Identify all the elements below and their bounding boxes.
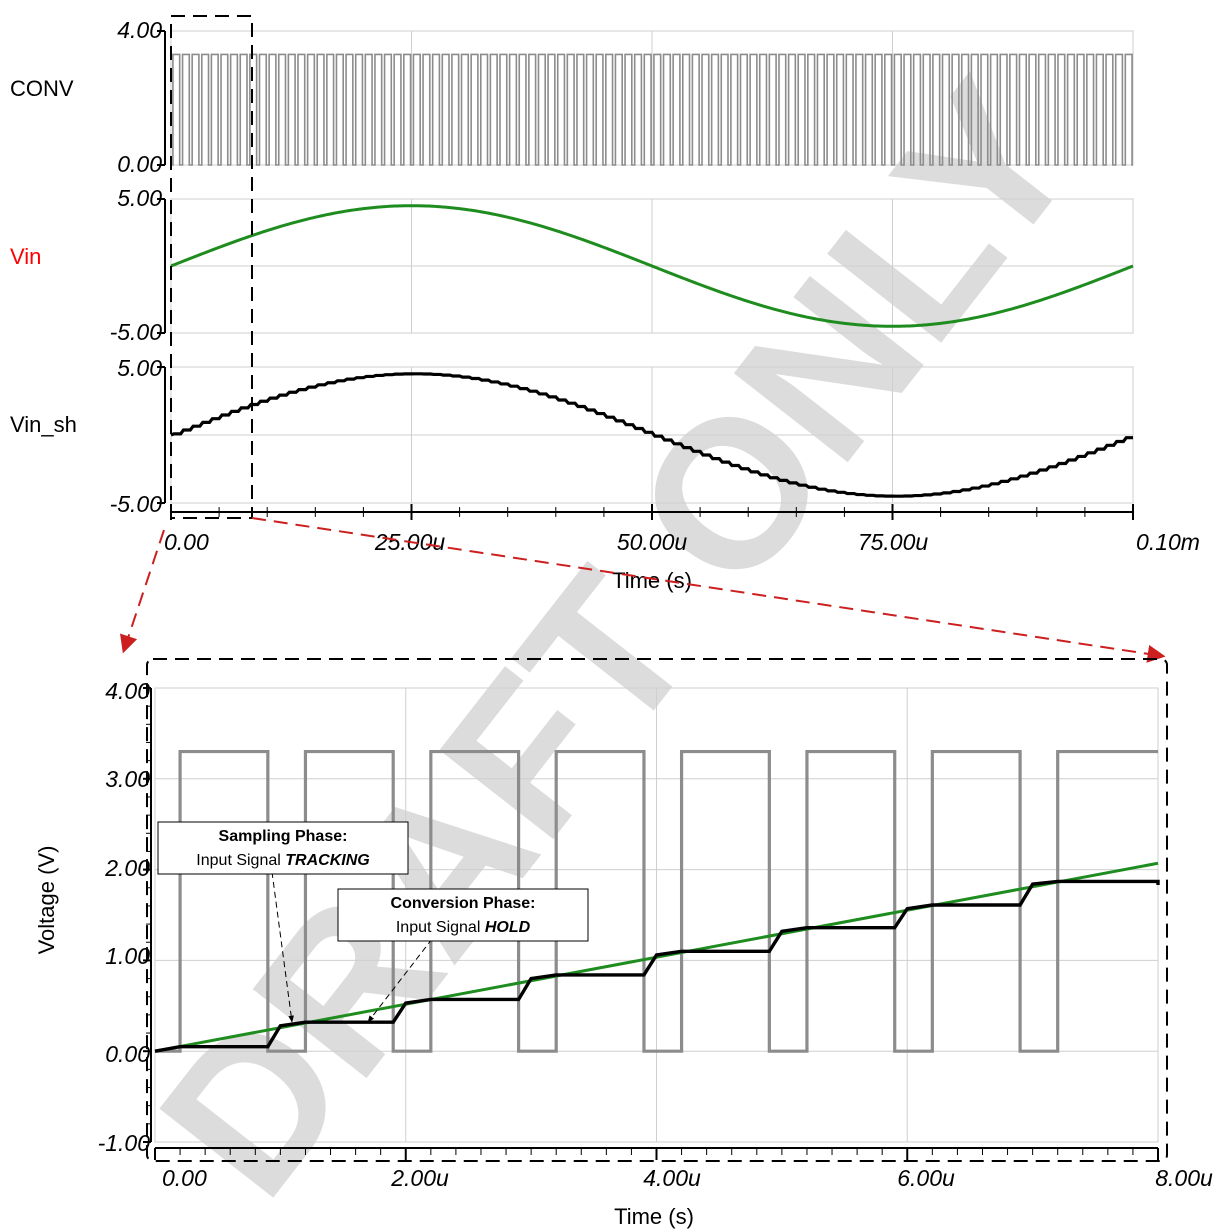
- bottom-ytick-1: 1.00: [105, 943, 150, 969]
- bottom-ytick-0: 0.00: [105, 1041, 150, 1067]
- zoomed-chart: 4.00 3.00 2.00 1.00 0.00 -1.00 0.00 2.00…: [34, 658, 1213, 1229]
- conv-ytick-min: 0.00: [117, 151, 162, 177]
- overview-grid: [157, 30, 1134, 520]
- annotation-conversion: Conversion Phase: Input Signal HOLD: [337, 888, 589, 1023]
- bottom-xtick-0: 0.00: [162, 1165, 207, 1191]
- top-xtick-4: 0.10m: [1136, 529, 1200, 555]
- annotation-conversion-body: Input Signal HOLD: [396, 919, 531, 936]
- bottom-x-axis-label: Time (s): [614, 1204, 694, 1229]
- bottom-xtick-1: 2.00u: [390, 1165, 449, 1191]
- zoomed-series: [154, 749, 1160, 1053]
- top-xtick-3: 75.00u: [858, 529, 929, 555]
- bottom-xtick-4: 8.00u: [1155, 1165, 1213, 1191]
- zoomed-view-frame: [146, 658, 1168, 1162]
- vin-ytick-min: -5.00: [110, 319, 163, 345]
- vin-overview-trace: [170, 204, 1134, 328]
- annotation-conversion-arrow: [367, 938, 433, 1023]
- bottom-ytick-neg1: -1.00: [98, 1130, 151, 1156]
- annotation-conversion-box: [337, 888, 589, 942]
- zoomed-grid: [143, 687, 1159, 1160]
- bottom-xtick-2: 4.00u: [643, 1165, 701, 1191]
- conv-overview-trace: [171, 53, 1133, 166]
- bottom-ytick-2: 2.00: [104, 855, 150, 881]
- annotation-sampling-body: Input Signal TRACKING: [196, 852, 369, 869]
- bottom-ytick-4: 4.00: [105, 678, 150, 704]
- zoom-arrow-left: [120, 529, 165, 654]
- overview-chart: CONV Vin Vin_sh 4.00 0.00 5.00 -5.00 5.0…: [10, 15, 1200, 593]
- conv-panel-label: CONV: [10, 76, 74, 101]
- watermark: DRAFT ONLY: [115, 41, 1121, 1232]
- vin-sh-ytick-min: -5.00: [110, 491, 163, 517]
- conv-zoomed-trace: [155, 749, 1158, 1053]
- vin-sh-panel-label: Vin_sh: [10, 412, 77, 437]
- zoom-region-box: [170, 15, 253, 519]
- bottom-xtick-3: 6.00u: [897, 1165, 955, 1191]
- vin-sh-zoomed-trace: [154, 879, 1160, 1053]
- annotation-sampling-title: Sampling Phase:: [219, 828, 348, 845]
- bottom-y-axis-label: Voltage (V): [34, 846, 59, 955]
- annotation-sampling-arrow: [271, 871, 294, 1023]
- top-xtick-0: 0.00: [164, 529, 209, 555]
- annotation-sampling: Sampling Phase: Input Signal TRACKING: [157, 821, 409, 1023]
- conv-ytick-max: 4.00: [117, 17, 162, 43]
- top-xtick-2: 50.00u: [617, 529, 688, 555]
- annotation-sampling-box: [157, 821, 409, 875]
- overview-series: [170, 53, 1134, 498]
- vin-sh-overview-trace: [170, 372, 1133, 498]
- bottom-ytick-3: 3.00: [105, 766, 150, 792]
- vin-ytick-max: 5.00: [117, 185, 162, 211]
- annotation-conversion-title: Conversion Phase:: [391, 895, 536, 912]
- top-x-axis-label: Time (s): [612, 568, 692, 593]
- watermark-text: DRAFT ONLY: [115, 41, 1121, 1232]
- vin-panel-label: Vin: [10, 244, 41, 269]
- vin-sh-ytick-max: 5.00: [117, 355, 162, 381]
